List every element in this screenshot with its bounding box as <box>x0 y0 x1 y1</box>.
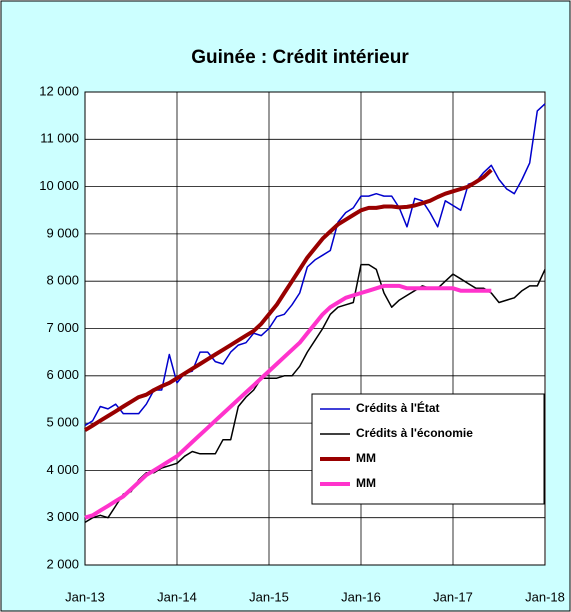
legend-label: Crédits à l'État <box>356 400 440 415</box>
y-tick-label: 3 000 <box>46 509 79 524</box>
series-line <box>84 103 546 427</box>
legend-label: Crédits à l'économie <box>356 426 473 440</box>
chart-title: Guinée : Crédit intérieur <box>191 47 409 68</box>
x-tick-label: Jan-17 <box>433 589 473 604</box>
x-tick-label: Jan-13 <box>65 589 105 604</box>
x-tick-label: Jan-16 <box>341 589 381 604</box>
x-tick-label: Jan-14 <box>157 589 197 604</box>
y-tick-label: 2 000 <box>46 556 79 571</box>
y-tick-label: 8 000 <box>46 273 79 288</box>
y-tick-label: 11 000 <box>40 131 79 146</box>
y-tick-label: 12 000 <box>39 83 79 98</box>
y-tick-label: 5 000 <box>46 415 79 430</box>
y-tick-label: 4 000 <box>46 462 79 477</box>
y-tick-label: 10 000 <box>39 178 79 193</box>
y-tick-label: 7 000 <box>46 320 79 335</box>
legend-box <box>311 393 545 505</box>
y-tick-label: 6 000 <box>46 367 79 382</box>
plot-border <box>84 91 546 566</box>
x-tick-label: Jan-15 <box>249 589 289 604</box>
legend-label: MM <box>356 451 376 465</box>
y-tick-label: 9 000 <box>46 225 79 240</box>
x-tick-label: Jan-18 <box>525 589 565 604</box>
legend-label: MM <box>356 476 376 490</box>
series-line <box>84 283 492 520</box>
series-line <box>83 168 493 432</box>
